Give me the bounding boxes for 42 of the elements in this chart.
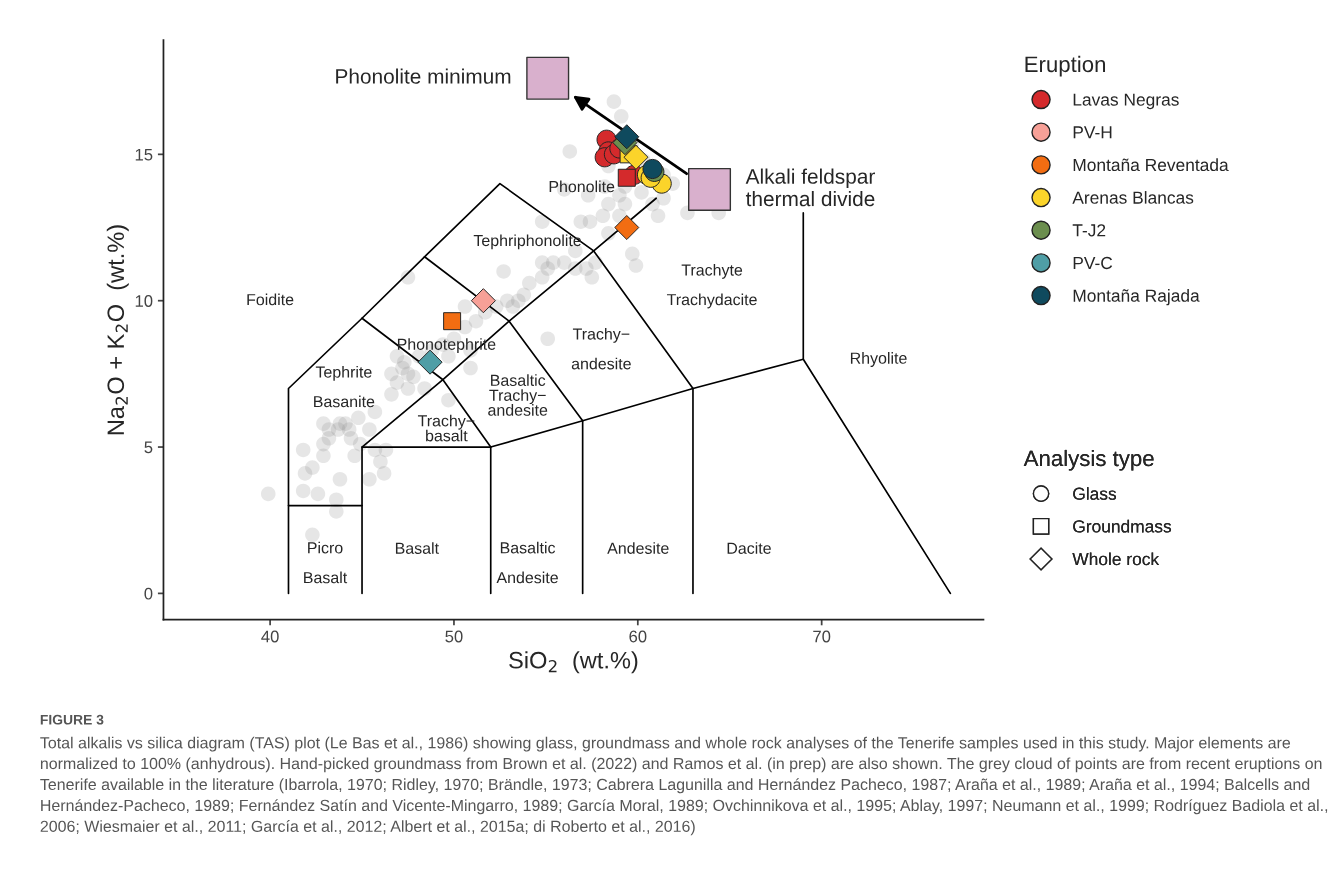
y-tick-label: 10 <box>135 295 153 307</box>
annotation: Basaltic Andesite <box>496 541 558 584</box>
data-label: Alkali feldspar thermal divide <box>745 168 875 207</box>
annotation: Andesite <box>607 542 669 554</box>
text: Analysis type <box>1023 449 1154 471</box>
x-tick-label: 40 <box>261 630 279 643</box>
legend-title: Eruption <box>1025 55 1106 77</box>
x-tick-label: 50 <box>445 630 463 643</box>
y-tick-label: 0 <box>144 587 153 600</box>
annotation: Basalt <box>395 542 439 554</box>
data-label: Phonolite minimum <box>336 68 511 84</box>
annotation: Trachy− andesite <box>571 327 631 370</box>
annotation: Rhyolite <box>850 352 907 367</box>
annotation: Trachy− basalt <box>417 414 475 442</box>
legend-label: Montaña Reventada <box>1073 158 1229 172</box>
annotation: Basanite <box>314 395 375 408</box>
legend-label: Arenas Blancas <box>1072 191 1194 204</box>
legend-label: PV-H <box>1073 126 1112 139</box>
x-tick-label: 70 <box>813 630 831 643</box>
text: Whole rock <box>1072 552 1160 566</box>
legend-label: T-J2 <box>1072 224 1106 237</box>
text: Glass <box>1073 487 1117 500</box>
y-tick-label: 15 <box>135 148 153 161</box>
annotation: Basaltic Trachy− andesite <box>488 374 548 416</box>
annotation: Tephrite <box>315 365 372 381</box>
caption: FIGURE 3 <box>40 714 104 725</box>
annotation: Trachyte <box>681 263 743 279</box>
annotation: Phonolite <box>549 180 615 193</box>
legend-label: Lavas Negras <box>1073 93 1179 110</box>
y-axis-title: Na$_{2}$O + K$_{2}$O (wt.%) <box>106 225 129 435</box>
legend-label: Montaña Rajada <box>1073 289 1200 306</box>
x-axis-title: SiO$_{2}$ (wt.%) <box>509 651 638 674</box>
y-tick-label: 5 <box>144 441 153 454</box>
x-tick-label: 60 <box>629 630 647 643</box>
text: Total alkalis vs silica diagram (TAS) plot (Le Bas et al., 1986) showing glass, groundmass and whole rock analyses of the Tenerife samples used in this study. Major elements are normalized to 100% (anhydrous). Hand-picked groundmass from Brown et al. (2022) and Ramos et al. (in prep) are also shown. The grey cloud of points are from recent eruptions on Tenerife available in the literature (Ibarrola, 1970; Ridley, 1970; Brändle, 1973; Cabrera Lagunilla and Hernández Pacheco, 1987; Araña et al., 1989; Araña et al., 1994; Balcells and Hernández-Pacheco, 1989; Fernández Satín and Vicente-Mingarro, 1989; García Moral, 1989; Ovchinnikova et al., 1995; Ablay, 1997; Neumann et al., 1999; Rodríguez Badiola et al., 2006; Wiesmaier et al., 2011; García et al., 2012; Albert et al., 2015a; di Roberto et al., 2016) <box>40 736 1328 836</box>
annotation: Foidite <box>247 293 294 306</box>
annotation: Picro Basalt <box>304 541 348 584</box>
annotation: Trachydacite <box>666 293 757 309</box>
text: Groundmass <box>1073 519 1172 533</box>
annotation: Dacite <box>727 542 771 554</box>
legend-label: PV-C <box>1073 256 1113 270</box>
annotation: Tephriphonolite <box>473 234 581 250</box>
